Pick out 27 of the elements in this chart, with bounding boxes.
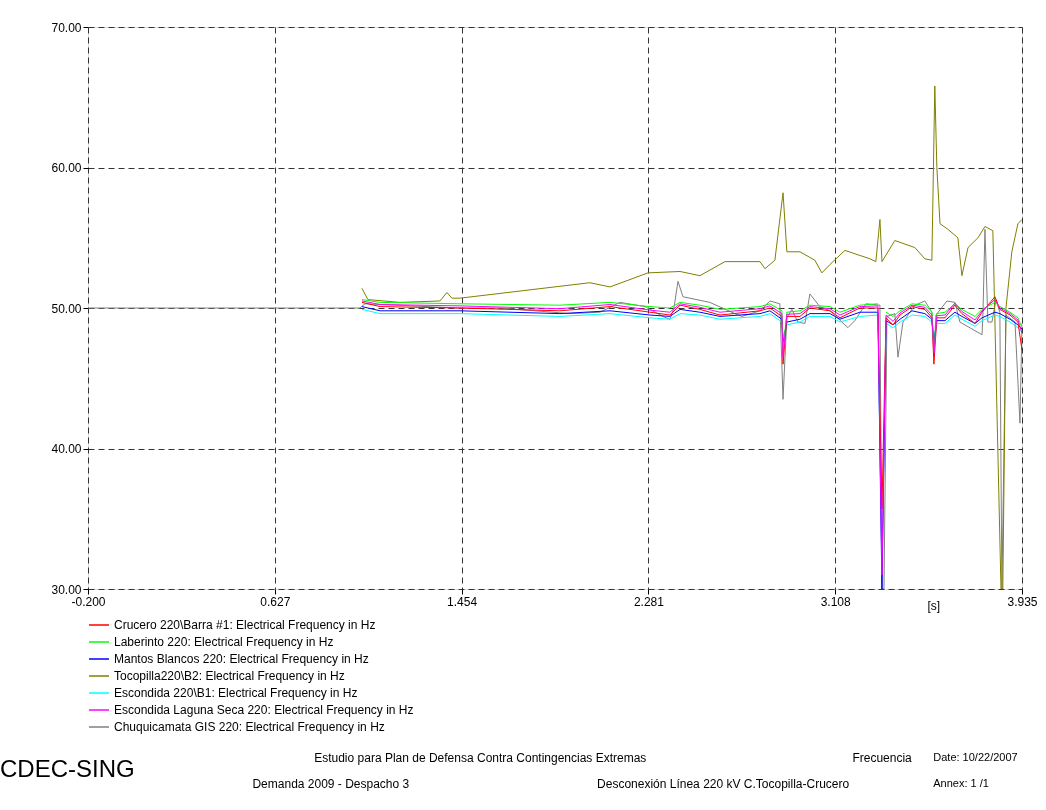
text: Annex: 1 /1 (933, 777, 989, 789)
legend-label: Mantos Blancos 220: Electrical Frequency in Hz (114, 652, 369, 666)
y-tick-label: 40.00 (51, 442, 82, 456)
legend-label: Escondida 220\B1: Electrical Frequency in Hz (114, 686, 358, 700)
x-tick-label: 1.454 (447, 594, 478, 609)
legend-label: Tocopilla220\B2: Electrical Frequency in Hz (114, 669, 345, 683)
legend-label: Crucero 220\Barra #1: Electrical Frequency in Hz (114, 618, 376, 632)
legend-label: Laberinto 220: Electrical Frequency in Hz (114, 635, 334, 649)
line-series (361, 85, 1022, 589)
x-tick-label: 2.281 (633, 594, 665, 609)
x-tick-label: 3.935 (1007, 594, 1038, 609)
x-axis-title: [s] (927, 598, 941, 613)
x-tick-label: 3.108 (820, 594, 852, 609)
text: Estudio para Plan de Defensa Contra Contingencias Extremas (314, 751, 647, 765)
x-tick-label: -0.200 (71, 594, 106, 609)
text: Date: 10/22/2007 (933, 751, 1018, 763)
y-tick-label: 70.00 (51, 20, 82, 35)
text: Desconexión Línea 220 kV C.Tocopilla-Crucero (597, 777, 850, 791)
x-tick-label: 0.627 (260, 594, 291, 609)
text: CDEC-SING (0, 755, 135, 782)
y-tick-label: 30.00 (51, 582, 82, 597)
legend-label: Escondida Laguna Seca 220: Electrical Frequency in Hz (114, 703, 414, 717)
y-tick-label: 50.00 (51, 301, 82, 316)
text: Demanda 2009 - Despacho 3 (252, 777, 410, 791)
legend-label: Chuquicamata GIS 220: Electrical Frequency in Hz (114, 720, 385, 734)
text: Frecuencia (852, 751, 913, 765)
y-tick-label: 60.00 (51, 161, 82, 175)
